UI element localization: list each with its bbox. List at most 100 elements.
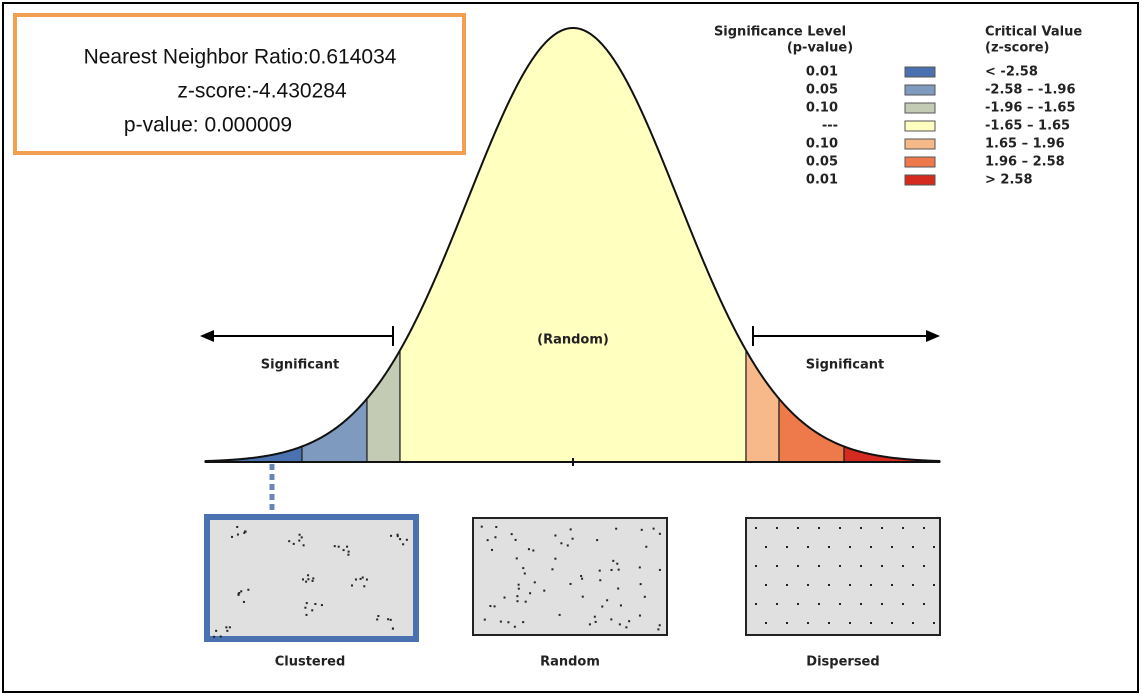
point (807, 584, 809, 586)
point (870, 584, 872, 586)
point (298, 533, 301, 536)
legend-p: 0.01 (806, 65, 838, 80)
point (596, 539, 599, 542)
point (618, 623, 621, 626)
point (870, 546, 872, 548)
point (616, 562, 619, 565)
point (387, 618, 390, 621)
point (320, 604, 323, 607)
legend-z: -1.65 – 1.65 (985, 119, 1070, 134)
point (389, 618, 392, 621)
point (828, 584, 830, 586)
point (615, 527, 618, 530)
point (337, 545, 340, 548)
point (347, 550, 350, 553)
point (860, 565, 862, 567)
point (298, 539, 301, 542)
point (516, 600, 519, 603)
point (849, 622, 851, 624)
point (652, 527, 655, 530)
point (599, 579, 602, 582)
point (231, 535, 234, 538)
point (643, 595, 646, 598)
point (225, 626, 228, 629)
point (510, 533, 513, 536)
point (554, 534, 557, 537)
point (489, 605, 492, 608)
point (839, 527, 841, 529)
point (580, 574, 583, 577)
point (376, 618, 379, 621)
point (507, 621, 510, 624)
point (238, 591, 241, 594)
point (923, 603, 925, 605)
legend-z: < -2.58 (985, 65, 1038, 80)
point (639, 583, 642, 586)
point (399, 538, 402, 541)
point (304, 606, 307, 609)
legend-header: (p-value) (787, 41, 853, 56)
result-box (13, 13, 466, 155)
point (860, 603, 862, 605)
point (912, 546, 914, 548)
point (912, 584, 914, 586)
point (891, 584, 893, 586)
point (776, 565, 778, 567)
point (532, 549, 535, 552)
point (849, 546, 851, 548)
legend-swatch (904, 66, 936, 78)
point (342, 549, 345, 552)
point (493, 605, 496, 608)
point (881, 603, 883, 605)
point (881, 565, 883, 567)
point (818, 527, 820, 529)
legend-z: 1.96 – 2.58 (985, 155, 1065, 170)
panel-label: Clustered (275, 655, 346, 670)
point (828, 622, 830, 624)
point (797, 565, 799, 567)
point (860, 527, 862, 529)
point (645, 545, 648, 548)
panel-label: Dispersed (806, 655, 879, 670)
panel-dispersed (745, 517, 941, 636)
point (617, 568, 620, 571)
point (396, 535, 399, 538)
point (569, 582, 572, 585)
legend-p: 0.05 (806, 83, 838, 98)
point (244, 530, 247, 533)
point (755, 527, 757, 529)
point (522, 567, 525, 570)
point (625, 626, 628, 629)
point (514, 538, 517, 541)
legend-header: (z-score) (985, 41, 1049, 56)
point (658, 568, 661, 571)
point (300, 536, 303, 539)
point (638, 566, 641, 569)
point (593, 615, 596, 618)
point (219, 635, 222, 638)
point (610, 618, 613, 621)
point (503, 596, 506, 599)
legend-p: 0.01 (806, 173, 838, 188)
point (606, 599, 609, 602)
point (610, 568, 613, 571)
point (818, 603, 820, 605)
point (571, 537, 574, 540)
point (363, 585, 366, 588)
point (237, 593, 240, 596)
point (755, 603, 757, 605)
point (499, 620, 502, 623)
legend-swatch (904, 138, 936, 150)
legend-z: > 2.58 (985, 173, 1033, 188)
point (786, 584, 788, 586)
point (240, 590, 243, 593)
legend-p: 0.05 (806, 155, 838, 170)
curve-label: Significant (806, 358, 884, 373)
legend-header: Significance Level (714, 25, 846, 40)
point (347, 553, 350, 556)
point (361, 576, 364, 579)
point (529, 592, 532, 595)
point (305, 580, 308, 583)
point (350, 584, 353, 587)
